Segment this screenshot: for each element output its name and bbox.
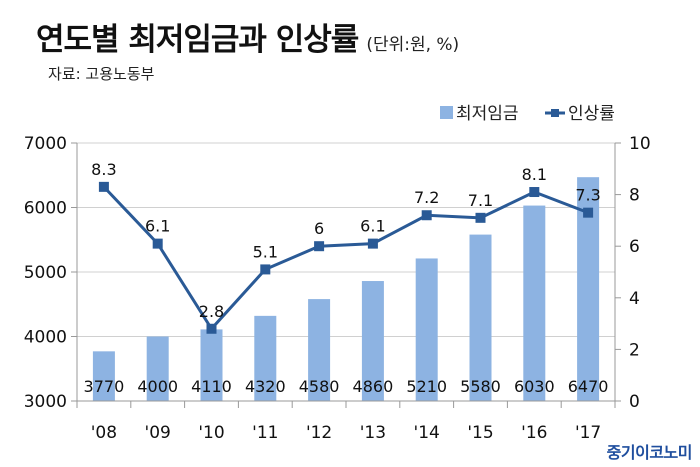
bar xyxy=(308,299,331,401)
line-marker xyxy=(152,238,163,249)
line-series xyxy=(98,181,594,334)
right-axis-tick-label: 6 xyxy=(629,237,640,257)
axes: 3000 4000 5000 6000 7000 0 2 4 6 8 10 '08 '09 '10 '11 '… xyxy=(24,134,651,443)
line-marker xyxy=(206,323,217,334)
x-axis-tick-label: '11 xyxy=(252,423,278,443)
line-marker xyxy=(475,212,486,223)
bar xyxy=(361,281,384,401)
bar-data-label: 4110 xyxy=(191,377,232,396)
legend-label-line: 인상률 xyxy=(568,104,615,124)
chart-source: 자료: 고용노동부 xyxy=(48,65,155,83)
right-axis-tick-label: 2 xyxy=(629,340,640,360)
x-axis-tick-label: '12 xyxy=(306,423,332,443)
line-data-label: 7.3 xyxy=(575,186,600,205)
x-axis-tick-label: '09 xyxy=(145,423,171,443)
left-axis-tick-label: 5000 xyxy=(24,263,67,283)
line-data-label: 2.8 xyxy=(199,302,224,321)
x-axis-tick-label: '08 xyxy=(91,423,117,443)
line-data-label: 6 xyxy=(314,219,324,238)
line-marker xyxy=(583,207,594,218)
bar xyxy=(146,336,169,401)
right-axis-tick-label: 10 xyxy=(629,134,651,154)
right-axis-tick-label: 0 xyxy=(629,392,640,412)
brand-logo: 중기이코노미 xyxy=(606,443,693,462)
line-path xyxy=(102,185,589,332)
legend-swatch-marker xyxy=(551,109,559,117)
left-axis-tick-label: 7000 xyxy=(24,134,67,154)
right-axis-tick-label: 4 xyxy=(629,289,640,309)
bar xyxy=(200,329,223,401)
line-marker xyxy=(260,264,271,275)
bar-series xyxy=(92,177,600,401)
line-marker xyxy=(98,181,109,192)
line-data-label: 7.1 xyxy=(468,191,493,210)
bar xyxy=(523,205,546,401)
x-axis-tick-label: '17 xyxy=(575,423,601,443)
data-labels: 3770 4000 4110 4320 4580 4860 5210 5580 6030 6470… xyxy=(84,160,609,396)
left-axis-tick-label: 3000 xyxy=(24,392,67,412)
legend-swatch-bar xyxy=(440,106,453,119)
line-marker xyxy=(529,187,540,198)
x-axis-tick-label: '15 xyxy=(467,423,493,443)
x-axis-tick-label: '14 xyxy=(414,423,440,443)
line-data-label: 8.1 xyxy=(522,165,547,184)
line-data-label: 5.1 xyxy=(253,242,278,261)
legend-label-bar: 최저임금 xyxy=(456,104,519,124)
bar-data-label: 5210 xyxy=(406,377,447,396)
bar-data-label: 4000 xyxy=(137,377,178,396)
line-data-label: 6.1 xyxy=(145,217,170,236)
bar xyxy=(415,258,438,401)
chart-title: 연도별 최저임금과 인상률 (단위:원, %) xyxy=(36,14,459,59)
line-marker xyxy=(367,238,378,249)
bar-data-label: 4580 xyxy=(299,377,340,396)
line-marker xyxy=(314,241,325,252)
x-axis-tick-label: '16 xyxy=(521,423,547,443)
bar xyxy=(469,234,492,401)
bar xyxy=(577,177,600,401)
bar xyxy=(92,351,115,401)
bar-data-label: 6470 xyxy=(568,377,609,396)
bar-data-label: 4320 xyxy=(245,377,286,396)
bar-data-label: 4860 xyxy=(353,377,394,396)
x-axis-tick-label: '10 xyxy=(198,423,224,443)
bar-data-label: 3770 xyxy=(84,377,125,396)
line-data-label: 7.2 xyxy=(414,188,439,207)
right-axis-tick-label: 8 xyxy=(629,186,640,206)
bar xyxy=(254,315,277,401)
x-axis-tick-label: '13 xyxy=(360,423,386,443)
left-axis-tick-label: 6000 xyxy=(24,199,67,219)
line-data-label: 8.3 xyxy=(91,160,116,179)
chart-unit: (단위:원, %) xyxy=(366,35,460,55)
line-marker xyxy=(421,210,432,221)
legend: 최저임금 인상률 xyxy=(440,104,615,124)
chart-title-text: 연도별 최저임금과 인상률 xyxy=(36,22,359,58)
bar-data-label: 6030 xyxy=(514,377,555,396)
bar-data-label: 5580 xyxy=(460,377,501,396)
line-data-label: 6.1 xyxy=(360,217,385,236)
left-axis-tick-label: 4000 xyxy=(24,328,67,348)
